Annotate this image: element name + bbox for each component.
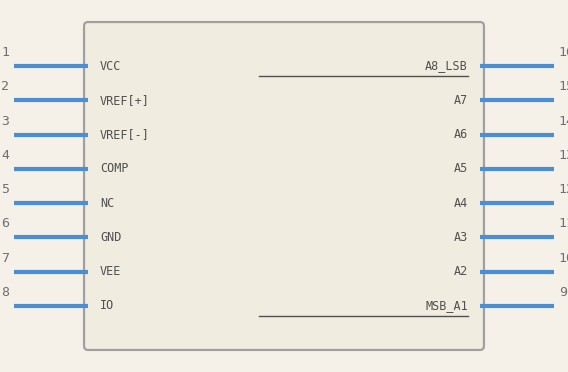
Text: A3: A3 [454,231,468,244]
Text: COMP: COMP [100,162,128,175]
Text: 11: 11 [559,217,568,230]
Text: 13: 13 [559,149,568,162]
Text: 16: 16 [559,46,568,59]
Text: NC: NC [100,197,114,210]
Text: 14: 14 [559,115,568,128]
Text: 4: 4 [1,149,9,162]
Text: 5: 5 [1,183,9,196]
Text: 3: 3 [1,115,9,128]
Text: A4: A4 [454,197,468,210]
Text: VCC: VCC [100,60,122,73]
Text: A2: A2 [454,265,468,278]
Text: 7: 7 [1,252,9,265]
Text: IO: IO [100,299,114,312]
Text: VREF[-]: VREF[-] [100,128,150,141]
Text: 15: 15 [559,80,568,93]
Text: VREF[+]: VREF[+] [100,94,150,107]
Text: 12: 12 [559,183,568,196]
Text: A8_LSB: A8_LSB [425,60,468,73]
Text: 10: 10 [559,252,568,265]
Text: 2: 2 [1,80,9,93]
Text: 6: 6 [1,217,9,230]
Text: VEE: VEE [100,265,122,278]
Text: A5: A5 [454,162,468,175]
Text: MSB_A1: MSB_A1 [425,299,468,312]
FancyBboxPatch shape [84,22,484,350]
Text: 1: 1 [1,46,9,59]
Text: A6: A6 [454,128,468,141]
Text: A7: A7 [454,94,468,107]
Text: 8: 8 [1,286,9,299]
Text: GND: GND [100,231,122,244]
Text: 9: 9 [559,286,567,299]
